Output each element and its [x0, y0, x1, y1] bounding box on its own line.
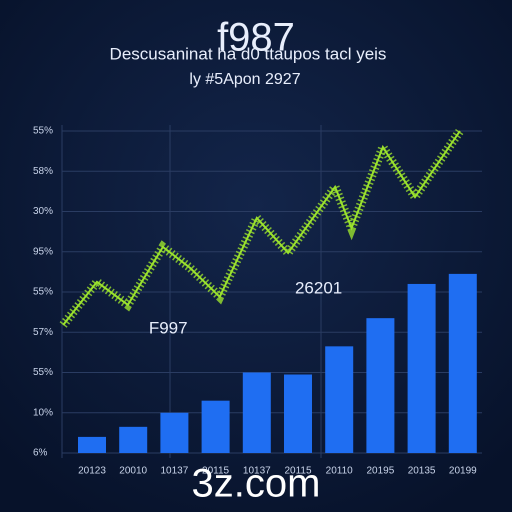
bar — [325, 346, 354, 453]
y-tick-label: 10% — [33, 407, 53, 418]
subtitle: Descusaninat ha d0 ttaupos tacl yeis — [110, 44, 387, 63]
bar — [201, 400, 230, 453]
chart-title: f987 — [217, 16, 295, 60]
y-tick-label: 95% — [33, 246, 53, 257]
y-tick-label: 55% — [33, 126, 53, 137]
x-tick-label: 20010 — [119, 466, 147, 477]
subtitle: ly #5Apon 2927 — [189, 71, 300, 88]
bar — [78, 436, 106, 453]
bar — [119, 426, 148, 453]
x-tick-label: 20195 — [366, 466, 394, 477]
bar — [160, 412, 189, 453]
y-tick-label: 6% — [33, 448, 48, 459]
bar — [366, 318, 395, 453]
bar — [407, 283, 436, 453]
watermark: 3z.com — [192, 462, 321, 506]
y-tick-label: 57% — [33, 327, 53, 338]
y-tick-label: 55% — [33, 367, 53, 378]
y-tick-label: 55% — [33, 287, 53, 298]
annotation: F997 — [149, 319, 188, 338]
x-tick-label: 20135 — [408, 466, 436, 477]
y-tick-label: 30% — [33, 206, 53, 217]
x-tick-label: 20199 — [449, 466, 477, 477]
x-tick-label: 20115 — [202, 466, 230, 477]
x-tick-label: 10137 — [243, 466, 271, 477]
x-tick-label: 20123 — [78, 466, 106, 477]
annotation: 26201 — [295, 278, 342, 297]
x-tick-label: 10137 — [160, 466, 188, 477]
bar — [284, 374, 312, 453]
bar — [448, 273, 477, 453]
y-tick-label: 58% — [33, 166, 53, 177]
x-tick-label: 20110 — [326, 466, 354, 477]
line — [62, 130, 461, 326]
x-tick-label: 20115 — [284, 466, 312, 477]
bar — [242, 372, 271, 453]
